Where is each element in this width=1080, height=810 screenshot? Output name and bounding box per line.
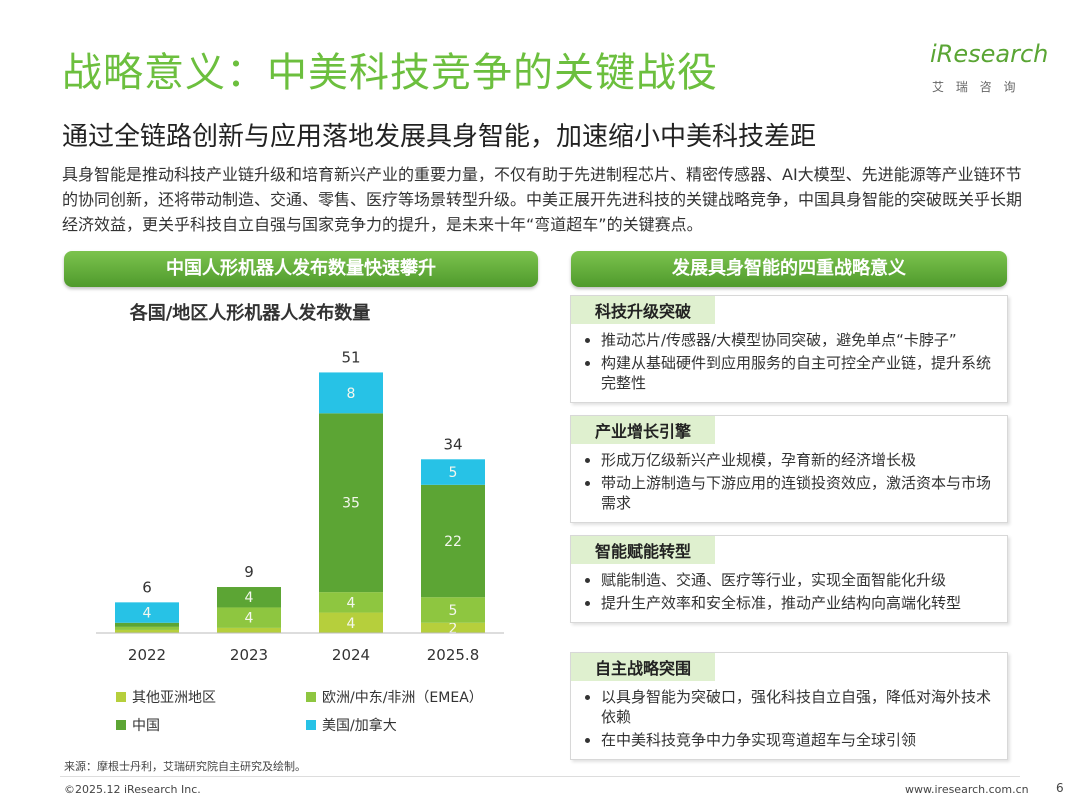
bar-segment: [115, 629, 179, 633]
strategy-points: 推动芯片/传感器/大模型协同突破，避免单点“卡脖子” 构建从基础硬件到应用服务的自…: [571, 330, 1007, 393]
total-label: 9: [244, 563, 254, 581]
segment-label: 4: [143, 606, 152, 622]
right-heading: 发展具身智能的四重战略意义: [571, 251, 1007, 287]
segment-label: 4: [347, 595, 356, 611]
bar-segment: [319, 612, 383, 633]
chart: 各国/地区人形机器人发布数量 4 6 2022 4 4 9 2023 4 4 35 8 51 2024 2…: [96, 302, 504, 734]
total-label: 6: [142, 578, 152, 596]
bar-segment: [217, 607, 281, 628]
legend-label: 中国: [132, 718, 160, 734]
segment-label: 4: [245, 590, 254, 606]
bar-segment: [115, 626, 179, 630]
segment-label: 35: [342, 496, 360, 512]
strategy-point: 赋能制造、交通、医疗等行业，实现全面智能化升级: [601, 570, 997, 590]
total-label: 51: [341, 348, 360, 366]
strategy-title: 智能赋能转型: [571, 536, 716, 564]
segment-label: 22: [444, 534, 462, 550]
legend-label: 美国/加拿大: [322, 717, 397, 734]
segment-label: 5: [449, 465, 458, 481]
intro: 具身智能是推动科技产业链升级和培育新兴产业的重要力量，不仅有助于先进制程芯片、精…: [62, 165, 1023, 234]
footer-rule: [60, 776, 1020, 777]
bar-segment: [319, 413, 383, 593]
bar-segment: [421, 459, 485, 485]
x-tick-label: 2024: [332, 646, 370, 664]
legend-swatch: [306, 720, 316, 730]
chart-title: 各国/地区人形机器人发布数量: [129, 302, 371, 324]
copyright: ©2025.12 iResearch Inc.: [64, 783, 201, 796]
total-label: 34: [443, 435, 462, 453]
strategy-point: 推动芯片/传感器/大模型协同突破，避免单点“卡脖子”: [601, 330, 997, 350]
subtitle: 通过全链路创新与应用落地发展具身智能，加速缩小中美科技差距: [62, 122, 817, 152]
segment-label: 5: [449, 603, 458, 619]
bar-segment: [319, 592, 383, 613]
bar-segment: [421, 622, 485, 633]
strategy-title: 自主战略突围: [571, 653, 716, 681]
x-tick-label: 2022: [128, 646, 166, 664]
segment-label: 4: [347, 616, 356, 632]
strategy-box: 科技升级突破推动芯片/传感器/大模型协同突破，避免单点“卡脖子” 构建从基础硬件到…: [570, 295, 1008, 403]
strategy-box: 自主战略突围以具身智能为突破口，强化科技自立自强，降低对海外技术依赖在中美科技竞…: [570, 652, 1008, 760]
segment-label: 4: [245, 611, 254, 627]
strategy-title: 科技升级突破: [571, 296, 716, 324]
legend-swatch: [116, 720, 126, 730]
bar-segment: [217, 627, 281, 633]
strategy-point: 以具身智能为突破口，强化科技自立自强，降低对海外技术依赖: [601, 687, 997, 727]
bar-segment: [115, 602, 179, 623]
page-number: 6: [1056, 781, 1064, 795]
logo: iResearch: [930, 40, 1049, 68]
x-tick-label: 2023: [230, 646, 268, 664]
strategy-points: 赋能制造、交通、医疗等行业，实现全面智能化升级提升生产效率和安全标准，推动产业结…: [571, 570, 1007, 613]
strategy-box: 产业增长引擎形成万亿级新兴产业规模，孕育新的经济增长极带动上游制造与下游应用的连…: [570, 415, 1008, 523]
segment-label: 2: [449, 621, 458, 637]
bar-segment: [421, 484, 485, 598]
strategy-points: 以具身智能为突破口，强化科技自立自强，降低对海外技术依赖在中美科技竞争中力争实现…: [571, 687, 1007, 750]
url: www.iresearch.com.cn: [905, 783, 1029, 796]
legend-label: 其他亚洲地区: [132, 690, 216, 706]
bar-segment: [217, 587, 281, 608]
strategy-point: 构建从基础硬件到应用服务的自主可控全产业链，提升系统完整性: [601, 353, 997, 393]
strategy-box: 智能赋能转型赋能制造、交通、医疗等行业，实现全面智能化升级提升生产效率和安全标准…: [570, 535, 1008, 623]
bar-segment: [115, 622, 179, 627]
strategy-point: 形成万亿级新兴产业规模，孕育新的经济增长极: [601, 450, 997, 470]
x-tick-label: 2025.8: [427, 646, 480, 664]
logo-sub: 艾 瑞 咨 询: [932, 80, 1020, 94]
strategy-point: 在中美科技竞争中力争实现弯道超车与全球引领: [601, 730, 997, 750]
bar-segment: [421, 597, 485, 623]
bar-segment: [319, 372, 383, 414]
strategy-point: 提升生产效率和安全标准，推动产业结构向高端化转型: [601, 593, 997, 613]
source: 来源：摩根士丹利，艾瑞研究院自主研究及绘制。: [64, 760, 306, 773]
segment-label: 8: [347, 386, 356, 402]
legend-swatch: [116, 692, 126, 702]
legend-swatch: [306, 692, 316, 702]
left-heading: 中国人形机器人发布数量快速攀升: [64, 251, 538, 287]
legend-label: 欧洲/中东/非洲（EMEA）: [322, 690, 483, 706]
title: 战略意义：中美科技竞争的关键战役: [62, 50, 718, 96]
strategy-points: 形成万亿级新兴产业规模，孕育新的经济增长极带动上游制造与下游应用的连锁投资效应，…: [571, 450, 1007, 513]
strategy-title: 产业增长引擎: [571, 416, 716, 444]
strategy-point: 带动上游制造与下游应用的连锁投资效应，激活资本与市场需求: [601, 473, 997, 513]
